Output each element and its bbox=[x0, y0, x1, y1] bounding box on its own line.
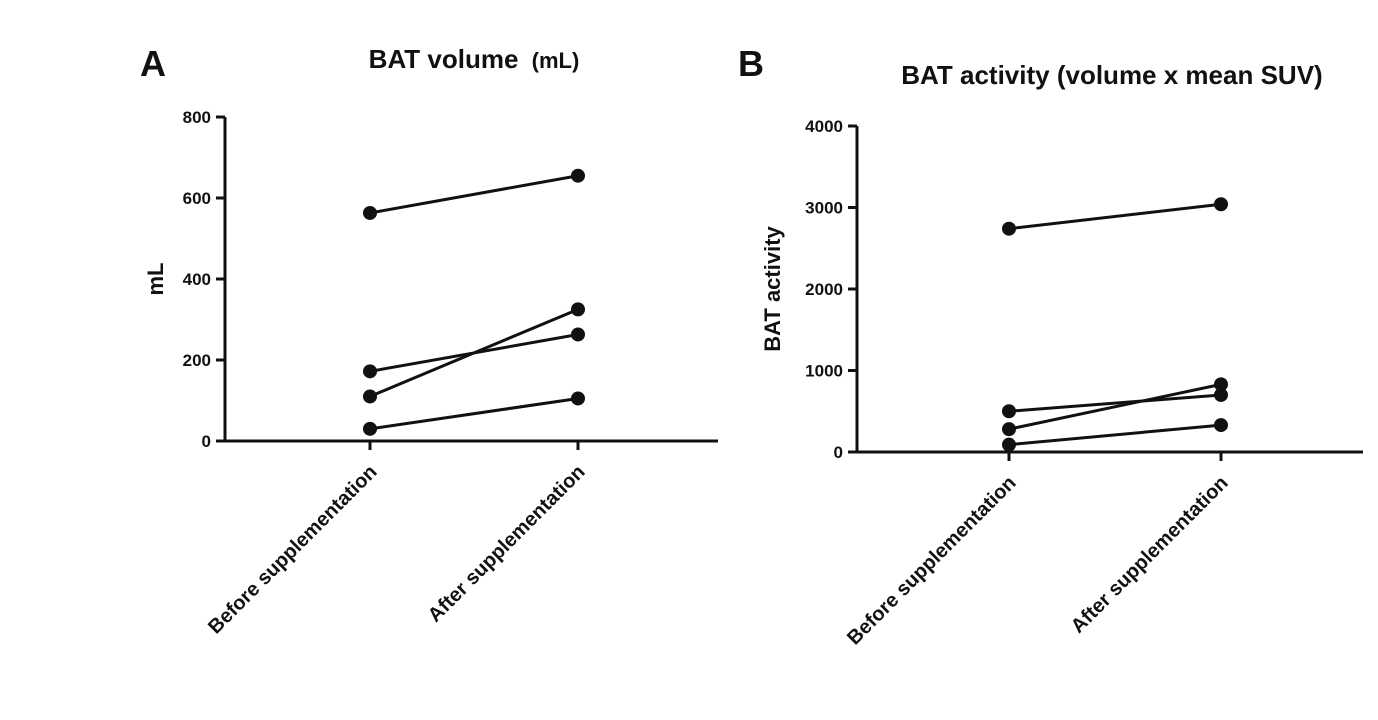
panel-b-series-1-point-1 bbox=[1002, 221, 1016, 236]
panel-a-y-tick-label: 400 bbox=[183, 270, 211, 289]
panel-a-series-line-1 bbox=[369, 174, 579, 215]
panel-b-y-tick-label: 3000 bbox=[805, 199, 843, 218]
panel-a-series-3-point-2 bbox=[571, 302, 585, 317]
panel-b-x-tick-label: Before supplementation bbox=[843, 472, 1020, 649]
panel-b-series-line-3 bbox=[1008, 382, 1222, 431]
panel-b-x-tick-label: After supplementation bbox=[1067, 472, 1233, 638]
panel-a-y-tick-label: 600 bbox=[183, 189, 211, 208]
panel-a-series-line-3 bbox=[369, 307, 579, 398]
panel-a-plot: 0 200 400 600 800 Before supplementation After… bbox=[183, 108, 718, 638]
panel-a-y-tick-label: 800 bbox=[183, 108, 211, 127]
panel-b-series-line-2 bbox=[1008, 393, 1222, 413]
panel-a-series-4-point-1 bbox=[363, 421, 377, 436]
panel-letter-a: A bbox=[140, 43, 166, 84]
panel-b-title: BAT activity (volume x mean SUV) bbox=[901, 60, 1322, 90]
panel-a-x-tick-label: Before supplementation bbox=[204, 461, 381, 638]
panel-b-series-4-point-1 bbox=[1002, 437, 1016, 452]
panel-a-y-tick-label: 200 bbox=[183, 351, 211, 370]
panel-a-series-3-point-1 bbox=[363, 389, 377, 404]
panel-a-y-axis-label: mL bbox=[143, 263, 168, 296]
panel-letter-b: B bbox=[738, 43, 764, 84]
panel-b-y-tick-label: 0 bbox=[834, 443, 843, 462]
panel-b-series-3-point-2 bbox=[1214, 377, 1228, 392]
panel-b-y-tick-label: 1000 bbox=[805, 362, 843, 381]
panel-a-series-1-point-2 bbox=[571, 168, 585, 183]
panel-a-series-line-4 bbox=[369, 396, 579, 431]
panel-a-series-2-point-1 bbox=[363, 364, 377, 379]
panel-a-series-2-point-2 bbox=[571, 327, 585, 342]
panel-b-series-2-point-2 bbox=[1214, 387, 1228, 402]
panel-b-series-line-1 bbox=[1008, 202, 1222, 231]
panel-b-series-line-4 bbox=[1008, 423, 1222, 447]
panel-b-series-2-point-1 bbox=[1002, 404, 1016, 419]
panel-b-y-tick-label: 4000 bbox=[805, 117, 843, 136]
panel-a: A BAT volume (mL) mL 0 200 400 600 800 Before… bbox=[140, 43, 718, 638]
panel-b-series-1-point-2 bbox=[1214, 197, 1228, 212]
panel-a-title-unit: (mL) bbox=[532, 48, 580, 73]
panel-a-series-1-point-1 bbox=[363, 205, 377, 220]
panel-a-title: BAT volume (mL) bbox=[369, 44, 580, 74]
panel-a-x-tick-label: After supplementation bbox=[424, 461, 590, 627]
panel-b-series-4-point-2 bbox=[1214, 418, 1228, 433]
panel-a-title-main: BAT volume bbox=[369, 44, 519, 74]
panel-b: B BAT activity (volume x mean SUV) BAT a… bbox=[738, 43, 1363, 649]
panel-b-plot: 0 1000 2000 3000 4000 Before supplementation A… bbox=[805, 117, 1363, 649]
panel-a-y-tick-label: 0 bbox=[202, 432, 211, 451]
panel-a-series-4-point-2 bbox=[571, 391, 585, 406]
panel-b-series-3-point-1 bbox=[1002, 422, 1016, 437]
panel-b-y-axis-label: BAT activity bbox=[760, 225, 785, 351]
panel-b-y-tick-label: 2000 bbox=[805, 280, 843, 299]
